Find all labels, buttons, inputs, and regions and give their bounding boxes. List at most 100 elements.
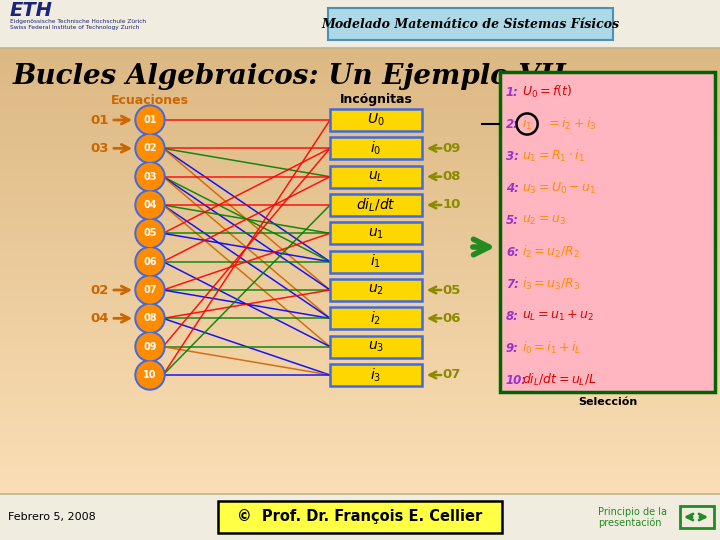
- Bar: [0, 426, 720, 428]
- Bar: [0, 284, 720, 285]
- Bar: [0, 476, 720, 478]
- Bar: [0, 440, 720, 442]
- Bar: [0, 282, 720, 285]
- Bar: [0, 125, 720, 127]
- Text: $i_3 = u_3 / R_3$: $i_3 = u_3 / R_3$: [522, 276, 580, 292]
- Text: Ecuaciones: Ecuaciones: [111, 93, 189, 106]
- Bar: [0, 82, 720, 84]
- Text: Selección: Selección: [578, 397, 637, 407]
- Bar: [0, 113, 720, 115]
- Text: $u_2 = u_3$: $u_2 = u_3$: [522, 213, 566, 227]
- Bar: [0, 238, 720, 239]
- Bar: [0, 135, 720, 137]
- Text: Modelado Matemático de Sistemas Físicos: Modelado Matemático de Sistemas Físicos: [321, 17, 619, 30]
- Bar: [0, 442, 720, 444]
- Bar: [0, 490, 720, 492]
- Text: 06: 06: [443, 312, 462, 325]
- Bar: [0, 103, 720, 105]
- Bar: [0, 200, 720, 201]
- Bar: [0, 343, 720, 345]
- Bar: [0, 138, 720, 139]
- Bar: [0, 161, 720, 163]
- FancyBboxPatch shape: [330, 336, 422, 357]
- Text: 03: 03: [91, 142, 109, 155]
- Bar: [0, 400, 720, 401]
- Bar: [0, 265, 720, 267]
- Bar: [0, 311, 720, 313]
- Bar: [0, 235, 720, 238]
- Bar: [0, 402, 720, 404]
- Bar: [0, 140, 720, 142]
- Bar: [0, 62, 720, 64]
- FancyBboxPatch shape: [330, 251, 422, 273]
- Text: $u_1$: $u_1$: [368, 226, 384, 240]
- Bar: [0, 126, 720, 128]
- Bar: [0, 381, 720, 383]
- Bar: [0, 127, 720, 129]
- Bar: [0, 85, 720, 87]
- Bar: [0, 424, 720, 426]
- Bar: [0, 98, 720, 100]
- Bar: [0, 141, 720, 143]
- Bar: [0, 237, 720, 239]
- Bar: [0, 436, 720, 438]
- Bar: [0, 309, 720, 312]
- Bar: [0, 184, 720, 185]
- Bar: [0, 318, 720, 320]
- Bar: [0, 485, 720, 487]
- Bar: [0, 467, 720, 469]
- Bar: [0, 151, 720, 153]
- Circle shape: [137, 107, 163, 133]
- Bar: [0, 130, 720, 132]
- Bar: [0, 253, 720, 255]
- Bar: [0, 434, 720, 436]
- Bar: [0, 219, 720, 221]
- Text: $U_0$: $U_0$: [367, 112, 384, 128]
- Bar: [0, 404, 720, 406]
- Bar: [0, 79, 720, 81]
- Bar: [0, 154, 720, 157]
- Bar: [0, 164, 720, 166]
- Text: Eidgenössische Technische Hochschule Zürich: Eidgenössische Technische Hochschule Zür…: [10, 18, 146, 24]
- Bar: [0, 270, 720, 272]
- Bar: [0, 308, 720, 310]
- Bar: [0, 353, 720, 355]
- Circle shape: [135, 105, 165, 135]
- Bar: [0, 255, 720, 258]
- Text: 05: 05: [143, 228, 157, 238]
- Text: $i_0$: $i_0$: [370, 140, 382, 157]
- Bar: [680, 506, 714, 528]
- Bar: [0, 358, 720, 360]
- Bar: [0, 243, 720, 245]
- Bar: [0, 165, 720, 167]
- Bar: [0, 335, 720, 336]
- Text: 07: 07: [143, 285, 157, 295]
- Circle shape: [135, 303, 165, 333]
- Bar: [0, 109, 720, 111]
- Circle shape: [137, 220, 163, 246]
- Bar: [0, 73, 720, 76]
- Bar: [0, 187, 720, 189]
- Text: $u_1 = R_1 \cdot i_1$: $u_1 = R_1 \cdot i_1$: [522, 148, 585, 164]
- Bar: [0, 349, 720, 351]
- Bar: [0, 399, 720, 401]
- Bar: [0, 457, 720, 459]
- Bar: [0, 249, 720, 251]
- Bar: [0, 97, 720, 99]
- Circle shape: [137, 164, 163, 190]
- Bar: [0, 51, 720, 53]
- Text: 04: 04: [143, 200, 157, 210]
- Bar: [0, 225, 720, 227]
- Bar: [0, 124, 720, 126]
- Bar: [0, 268, 720, 270]
- Bar: [0, 171, 720, 173]
- Bar: [0, 390, 720, 393]
- Bar: [0, 100, 720, 103]
- Bar: [0, 449, 720, 451]
- Text: 9:: 9:: [506, 341, 519, 354]
- Circle shape: [137, 362, 163, 388]
- Bar: [0, 461, 720, 463]
- Bar: [0, 64, 720, 66]
- Bar: [0, 406, 720, 408]
- Bar: [0, 208, 720, 211]
